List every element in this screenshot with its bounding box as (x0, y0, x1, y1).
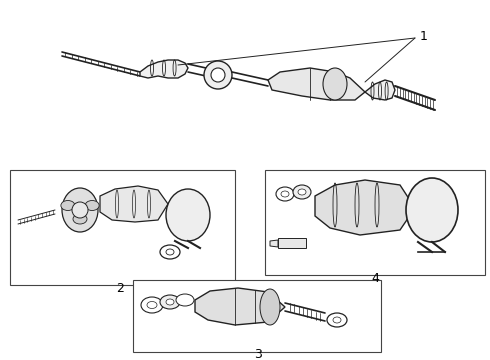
Ellipse shape (260, 289, 280, 325)
Text: 2: 2 (116, 283, 124, 296)
Ellipse shape (160, 295, 180, 309)
Ellipse shape (166, 299, 174, 305)
Text: 4: 4 (371, 271, 379, 284)
Ellipse shape (204, 61, 232, 89)
Ellipse shape (327, 313, 347, 327)
Ellipse shape (85, 201, 99, 211)
Ellipse shape (166, 189, 210, 241)
Polygon shape (315, 180, 415, 235)
Ellipse shape (61, 201, 75, 211)
Ellipse shape (73, 214, 87, 224)
Bar (133, 280, 381, 352)
Ellipse shape (323, 68, 347, 100)
Polygon shape (140, 60, 188, 78)
Text: 1: 1 (420, 30, 428, 42)
Ellipse shape (147, 302, 157, 309)
Bar (10, 170, 235, 285)
Polygon shape (268, 68, 365, 100)
Polygon shape (100, 186, 168, 222)
Ellipse shape (333, 317, 341, 323)
Ellipse shape (293, 185, 311, 199)
Polygon shape (195, 288, 285, 325)
Text: 3: 3 (254, 348, 262, 360)
Ellipse shape (176, 294, 194, 306)
Ellipse shape (141, 297, 163, 313)
Ellipse shape (72, 202, 88, 218)
Ellipse shape (62, 188, 98, 232)
Ellipse shape (166, 249, 174, 255)
Bar (265, 170, 485, 275)
Ellipse shape (276, 187, 294, 201)
Ellipse shape (298, 189, 306, 195)
Ellipse shape (211, 68, 225, 82)
Ellipse shape (406, 178, 458, 242)
Ellipse shape (160, 245, 180, 259)
Polygon shape (365, 80, 395, 100)
Ellipse shape (281, 191, 289, 197)
Bar (278, 238, 306, 248)
Polygon shape (270, 240, 278, 247)
